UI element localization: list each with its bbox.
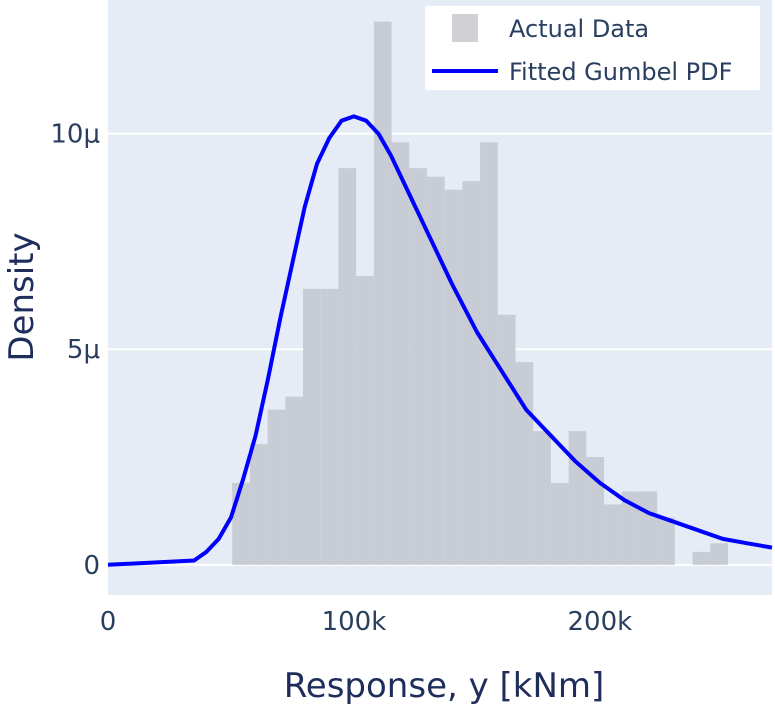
histogram-bar-6	[338, 168, 357, 565]
legend-label-fitted-gumbel-pdf: Fitted Gumbel PDF	[509, 58, 732, 86]
x-tick-label-1: 100k	[322, 607, 387, 637]
x-tick-label-2: 200k	[568, 607, 633, 637]
legend: Actual Data Fitted Gumbel PDF	[425, 6, 760, 90]
histogram-bar-19	[568, 431, 587, 565]
histogram-bar-10	[409, 168, 427, 565]
histogram-bar-17	[533, 431, 551, 565]
histogram-bars	[232, 21, 728, 565]
histogram-bar-16	[515, 362, 534, 565]
histogram-bar-13	[462, 181, 481, 565]
y-axis-title: Density	[2, 232, 42, 361]
legend-box	[425, 6, 760, 90]
legend-swatch-actual-data	[452, 14, 478, 42]
histogram-bar-0	[232, 482, 250, 565]
histogram-bar-12	[444, 189, 463, 565]
histogram-bar-4	[303, 288, 321, 565]
histogram-bar-11	[426, 176, 445, 565]
histogram-bar-9	[391, 142, 410, 565]
y-tick-label-2: 10μ	[50, 120, 100, 150]
y-tick-label-0: 0	[83, 551, 100, 581]
histogram-bar-3	[285, 396, 304, 565]
histogram-bar-24	[657, 517, 675, 565]
x-axis-title: Response, y [kNm]	[284, 666, 605, 706]
histogram-bar-18	[550, 482, 569, 565]
histogram-bar-22	[621, 491, 640, 565]
fitted-gumbel-pdf-line	[107, 114, 773, 567]
histogram-bar-5	[320, 288, 339, 565]
histogram-bar-23	[639, 491, 658, 565]
x-tick-label-0: 0	[100, 607, 117, 637]
histogram-bar-1	[249, 444, 268, 565]
histogram-bar-15	[497, 314, 516, 565]
y-axis-ticks: 0 5μ 10μ	[50, 120, 100, 581]
histogram-bar-7	[356, 275, 374, 565]
histogram-bar-21	[604, 504, 622, 565]
y-tick-label-1: 5μ	[67, 335, 100, 365]
histogram-bar-2	[267, 409, 286, 565]
legend-label-actual-data: Actual Data	[509, 15, 649, 43]
histogram-bar-26	[692, 551, 711, 565]
histogram-bar-8	[373, 21, 392, 565]
x-axis-ticks: 0 100k 200k	[100, 607, 632, 637]
histogram-bar-27	[710, 543, 728, 565]
